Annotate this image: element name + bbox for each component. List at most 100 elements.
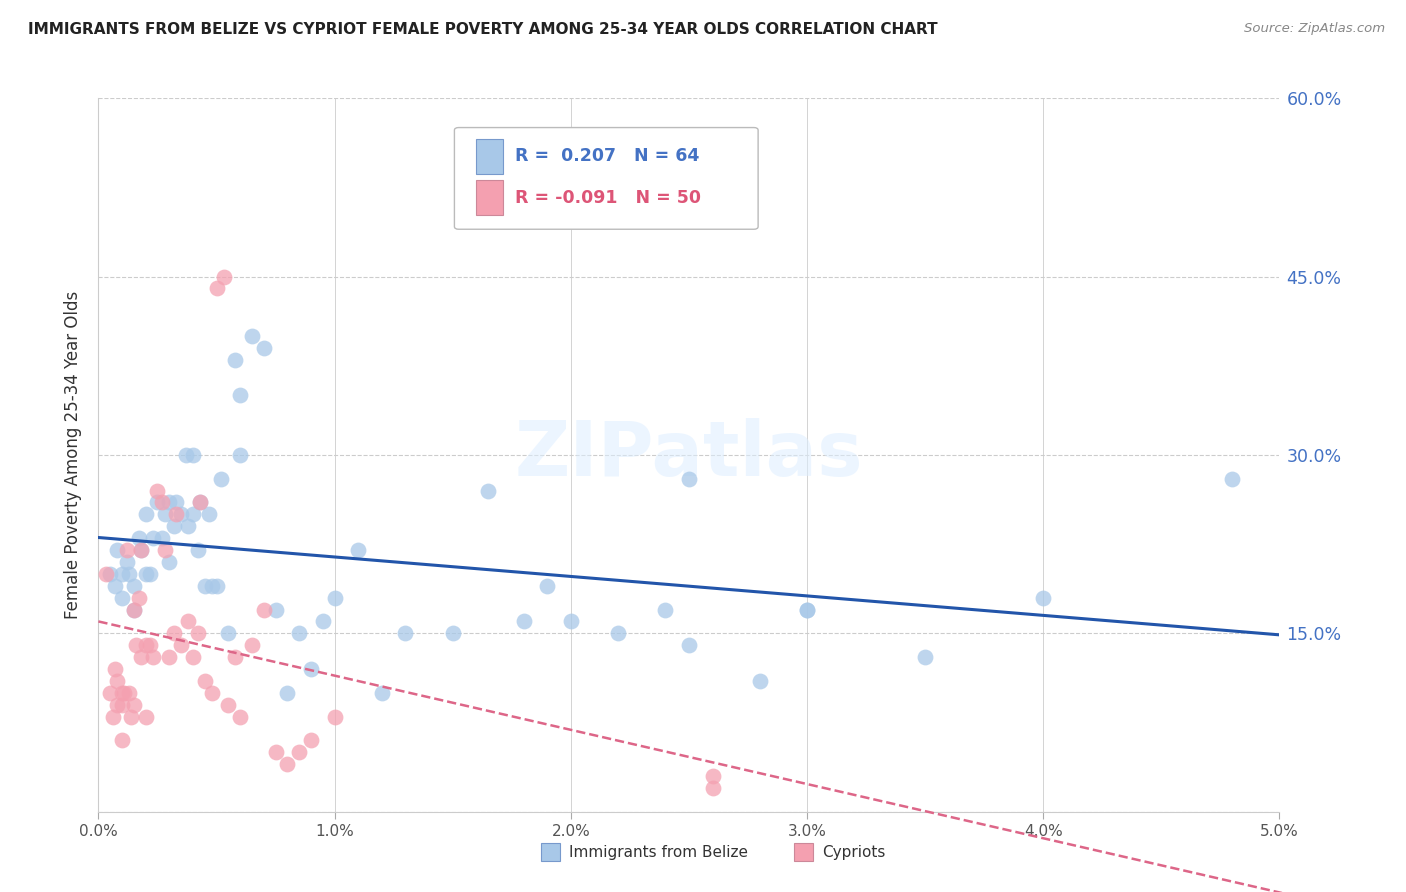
Point bbox=[512, 615, 534, 629]
Point bbox=[135, 638, 157, 652]
Point bbox=[135, 508, 157, 522]
Point bbox=[212, 269, 235, 284]
Point bbox=[105, 698, 128, 712]
Point bbox=[98, 566, 121, 581]
Point bbox=[122, 602, 145, 616]
Point bbox=[477, 483, 499, 498]
Point bbox=[229, 388, 252, 402]
Point bbox=[157, 555, 180, 569]
Point bbox=[129, 543, 152, 558]
Point bbox=[201, 579, 224, 593]
Point bbox=[253, 602, 276, 616]
Point bbox=[188, 495, 211, 509]
Point bbox=[146, 495, 169, 509]
Point bbox=[153, 508, 176, 522]
Point bbox=[702, 780, 724, 795]
Point bbox=[607, 626, 630, 640]
Point bbox=[654, 602, 676, 616]
Point bbox=[115, 555, 138, 569]
Point bbox=[187, 626, 209, 640]
Point bbox=[560, 615, 582, 629]
Point bbox=[276, 686, 298, 700]
Point bbox=[205, 281, 228, 295]
Point bbox=[394, 626, 416, 640]
Point bbox=[209, 472, 232, 486]
Point bbox=[104, 662, 127, 676]
Point bbox=[299, 662, 322, 676]
Point bbox=[174, 448, 197, 462]
Point bbox=[142, 531, 165, 545]
Point bbox=[323, 709, 346, 723]
Point bbox=[105, 543, 128, 558]
Text: IMMIGRANTS FROM BELIZE VS CYPRIOT FEMALE POVERTY AMONG 25-34 YEAR OLDS CORRELATI: IMMIGRANTS FROM BELIZE VS CYPRIOT FEMALE… bbox=[28, 22, 938, 37]
Point bbox=[111, 733, 134, 747]
Point bbox=[101, 709, 124, 723]
Point bbox=[229, 709, 252, 723]
Point bbox=[678, 472, 700, 486]
Text: Cypriots: Cypriots bbox=[823, 845, 886, 860]
Point bbox=[240, 638, 263, 652]
Point bbox=[678, 638, 700, 652]
Point bbox=[194, 673, 217, 688]
Point bbox=[165, 508, 187, 522]
Point bbox=[111, 591, 134, 605]
Point bbox=[129, 543, 152, 558]
Point bbox=[163, 519, 186, 533]
Point bbox=[264, 602, 287, 616]
Point bbox=[111, 698, 134, 712]
Point bbox=[111, 686, 134, 700]
Y-axis label: Female Poverty Among 25-34 Year Olds: Female Poverty Among 25-34 Year Olds bbox=[65, 291, 83, 619]
Point bbox=[157, 495, 180, 509]
Point bbox=[128, 531, 150, 545]
Point bbox=[135, 709, 157, 723]
Point bbox=[224, 650, 246, 665]
Point bbox=[347, 543, 370, 558]
Text: ZIPatlas: ZIPatlas bbox=[515, 418, 863, 491]
Point bbox=[1220, 472, 1243, 486]
Point bbox=[112, 686, 135, 700]
Point bbox=[229, 448, 252, 462]
Point bbox=[201, 686, 224, 700]
Point bbox=[122, 579, 145, 593]
Point bbox=[115, 543, 138, 558]
Point bbox=[105, 673, 128, 688]
Point bbox=[118, 566, 141, 581]
Point bbox=[194, 579, 217, 593]
Point bbox=[142, 650, 165, 665]
Point bbox=[157, 650, 180, 665]
Point bbox=[128, 591, 150, 605]
Point bbox=[111, 566, 134, 581]
Point bbox=[702, 769, 724, 783]
Point bbox=[276, 757, 298, 772]
Point bbox=[165, 495, 187, 509]
Point bbox=[139, 566, 162, 581]
Point bbox=[121, 709, 143, 723]
Text: Source: ZipAtlas.com: Source: ZipAtlas.com bbox=[1244, 22, 1385, 36]
Point bbox=[150, 495, 173, 509]
Point bbox=[198, 508, 221, 522]
Point bbox=[188, 495, 211, 509]
Point bbox=[187, 543, 209, 558]
Point bbox=[122, 602, 145, 616]
Point bbox=[118, 686, 141, 700]
Point bbox=[181, 508, 204, 522]
Point bbox=[135, 566, 157, 581]
Point bbox=[181, 650, 204, 665]
Point bbox=[796, 602, 818, 616]
Point bbox=[240, 329, 263, 343]
Point bbox=[146, 483, 169, 498]
Point bbox=[914, 650, 936, 665]
Text: Immigrants from Belize: Immigrants from Belize bbox=[569, 845, 748, 860]
Text: R = -0.091   N = 50: R = -0.091 N = 50 bbox=[515, 189, 700, 207]
Point bbox=[264, 745, 287, 759]
Point bbox=[441, 626, 464, 640]
Point bbox=[177, 519, 200, 533]
Point bbox=[139, 638, 162, 652]
Point bbox=[253, 341, 276, 355]
Point bbox=[122, 698, 145, 712]
Point bbox=[170, 508, 193, 522]
Point bbox=[181, 448, 204, 462]
Point bbox=[371, 686, 394, 700]
Point bbox=[129, 650, 152, 665]
Point bbox=[224, 352, 246, 367]
